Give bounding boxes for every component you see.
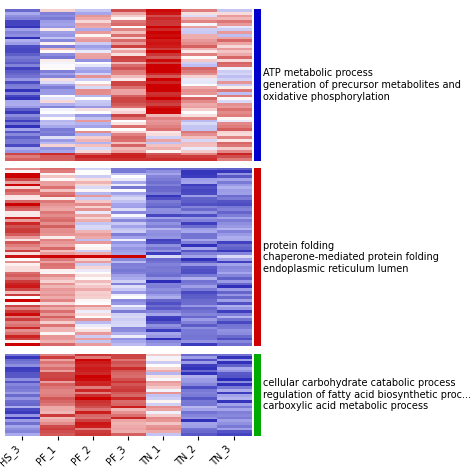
Text: protein folding
chaperone-mediated protein folding
endoplasmic reticulum lumen: protein folding chaperone-mediated prote… [263,240,439,274]
Text: ATP metabolic process
generation of precursor metabolites and
oxidative phosphor: ATP metabolic process generation of prec… [263,68,461,102]
Text: cellular carbohydrate catabolic process
regulation of fatty acid biosynthetic pr: cellular carbohydrate catabolic process … [263,378,471,411]
